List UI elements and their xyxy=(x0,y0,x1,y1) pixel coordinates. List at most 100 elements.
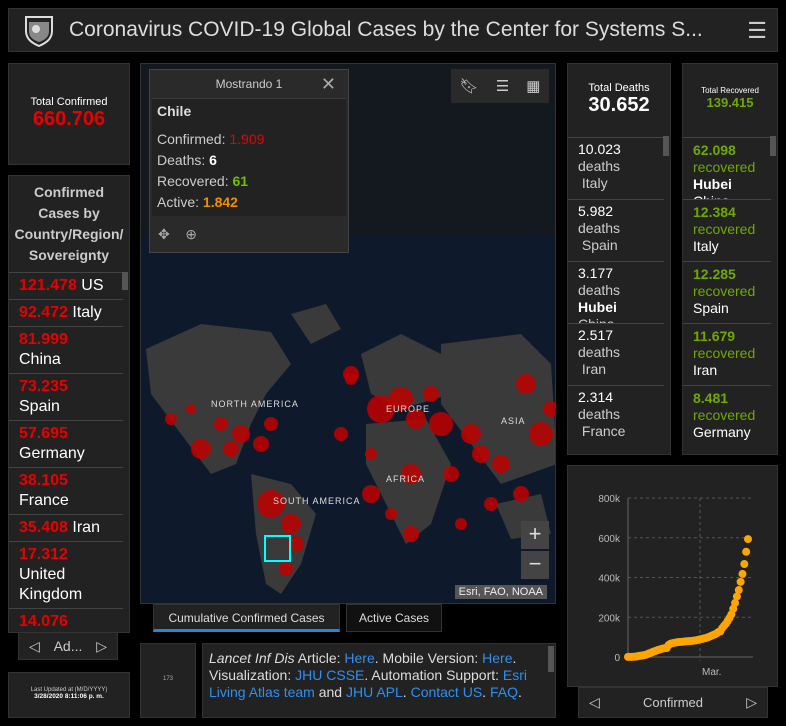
case-bubble[interactable] xyxy=(423,386,439,402)
move-icon[interactable]: ✥ xyxy=(158,226,170,242)
jhu-csse-link[interactable]: JHU CSSE xyxy=(295,667,365,683)
world-map[interactable]: NORTH AMERICA SOUTH AMERICA EUROPE AFRIC… xyxy=(141,64,556,604)
recovered-item[interactable]: 12.384 recovered Italy xyxy=(683,199,771,261)
death-count: 3.177 xyxy=(578,265,614,281)
data-point[interactable] xyxy=(736,577,745,586)
case-bubble[interactable] xyxy=(461,424,481,444)
country-item[interactable]: 35.408 Iran xyxy=(9,514,123,541)
place: Germany xyxy=(693,424,751,440)
recovered-item[interactable]: 11.679 recovered Iran xyxy=(683,323,771,385)
scrollbar[interactable] xyxy=(770,136,776,156)
case-bubble[interactable] xyxy=(429,412,453,436)
country-item[interactable]: 17.312 United Kingdom xyxy=(9,541,123,608)
death-item[interactable]: 2.517 deaths Iran xyxy=(568,323,664,385)
scrollbar[interactable] xyxy=(548,646,554,672)
case-bubble[interactable] xyxy=(257,490,285,518)
country-name: China xyxy=(19,351,61,368)
basemap-gallery-icon[interactable]: ▦ xyxy=(526,78,541,95)
case-bubble[interactable] xyxy=(223,441,239,457)
total-confirmed-value: 660.706 xyxy=(32,108,106,130)
case-bubble[interactable] xyxy=(513,486,529,502)
data-point[interactable] xyxy=(738,569,747,578)
map-view[interactable]: NORTH AMERICA SOUTH AMERICA EUROPE AFRIC… xyxy=(140,63,556,604)
death-item[interactable]: 10.023 deaths Italy xyxy=(568,137,664,199)
recovered-item[interactable]: 8.481 recovered Germany xyxy=(683,385,771,447)
case-bubble[interactable] xyxy=(264,417,278,431)
faq-link[interactable]: FAQ xyxy=(489,684,518,700)
case-bubble[interactable] xyxy=(288,536,304,552)
prev-icon[interactable]: ◁ xyxy=(589,694,600,710)
next-icon[interactable]: ▷ xyxy=(746,694,757,710)
death-item[interactable]: 2.314 deaths France xyxy=(568,385,664,447)
case-bubble[interactable] xyxy=(529,422,553,446)
case-bubble[interactable] xyxy=(281,514,301,534)
zoom-out-button[interactable]: − xyxy=(521,551,549,579)
case-bubble[interactable] xyxy=(516,374,536,394)
country-item[interactable]: 121.478 US xyxy=(9,272,123,299)
recovered-item[interactable]: 12.285 recovered Spain xyxy=(683,261,771,323)
data-point[interactable] xyxy=(742,547,751,556)
case-bubble[interactable] xyxy=(186,404,196,414)
case-bubble[interactable] xyxy=(191,439,211,459)
zoom-in-button[interactable]: + xyxy=(521,521,549,549)
tab-active-cases[interactable]: Active Cases xyxy=(346,604,443,632)
recovered-unit: recovered xyxy=(693,221,756,237)
scrollbar[interactable] xyxy=(663,136,669,156)
case-bubble[interactable] xyxy=(401,464,421,484)
case-bubble[interactable] xyxy=(334,427,348,441)
place: Iran xyxy=(693,362,718,378)
close-icon[interactable]: ✕ xyxy=(320,74,336,94)
case-bubble[interactable] xyxy=(484,497,498,511)
case-bubble[interactable] xyxy=(472,445,490,463)
bookmark-icon[interactable]: 🔖︎ xyxy=(459,78,479,95)
next-icon[interactable]: ▷ xyxy=(96,637,107,654)
case-bubble[interactable] xyxy=(389,387,413,411)
case-bubble[interactable] xyxy=(543,401,556,417)
esri-link[interactable]: Esri Living Atlas team xyxy=(209,667,528,700)
lancet-link[interactable]: Here xyxy=(344,650,375,666)
place: China xyxy=(693,193,730,199)
recovered-count: 11.679 xyxy=(693,328,736,344)
case-bubble[interactable] xyxy=(214,417,228,431)
death-item[interactable]: 5.982 deaths Spain xyxy=(568,199,664,261)
jhu-apl-link[interactable]: JHU APL xyxy=(345,684,403,700)
hamburger-icon[interactable]: ☰ xyxy=(747,18,767,43)
case-bubble[interactable] xyxy=(232,425,250,443)
case-bubble[interactable] xyxy=(279,562,293,576)
case-bubble[interactable] xyxy=(492,455,510,473)
case-bubble[interactable] xyxy=(443,466,459,482)
case-bubble[interactable] xyxy=(367,395,395,423)
info-text: . xyxy=(517,684,522,700)
case-bubble[interactable] xyxy=(253,436,269,452)
country-item[interactable]: 57.695 Germany xyxy=(9,420,123,467)
list-icon[interactable]: ☰ xyxy=(495,78,510,95)
prev-icon[interactable]: ◁ xyxy=(29,637,40,654)
case-bubble[interactable] xyxy=(403,526,419,542)
scrollbar[interactable] xyxy=(122,272,128,290)
data-point[interactable] xyxy=(734,586,743,595)
mobile-link[interactable]: Here xyxy=(482,650,513,666)
country-item[interactable]: 81.999 China xyxy=(9,326,123,373)
country-item[interactable]: 38.105 France xyxy=(9,467,123,514)
case-bubble[interactable] xyxy=(165,413,177,425)
country-item[interactable]: 14.076 Switzerland xyxy=(9,608,123,632)
case-bubble[interactable] xyxy=(362,485,380,503)
data-point[interactable] xyxy=(732,592,741,601)
country-list-title: Confirmed Cases by Country/Region/ Sover… xyxy=(14,184,124,263)
case-bubble[interactable] xyxy=(345,373,357,385)
case-bubble[interactable] xyxy=(365,448,377,460)
case-bubble[interactable] xyxy=(406,409,426,429)
case-bubble[interactable] xyxy=(455,518,467,530)
country-item[interactable]: 92.472 Italy xyxy=(9,299,123,326)
data-point[interactable] xyxy=(744,535,752,544)
contact-link[interactable]: Contact US xyxy=(410,684,483,700)
place: Spain xyxy=(581,237,618,253)
data-point[interactable] xyxy=(740,560,749,569)
zoom-to-icon[interactable]: ⊕ xyxy=(185,226,198,242)
country-item[interactable]: 73.235 Spain xyxy=(9,373,123,420)
data-point[interactable] xyxy=(731,598,740,607)
case-bubble[interactable] xyxy=(385,508,397,520)
tab-cumulative-confirmed[interactable]: Cumulative Confirmed Cases xyxy=(153,604,340,632)
